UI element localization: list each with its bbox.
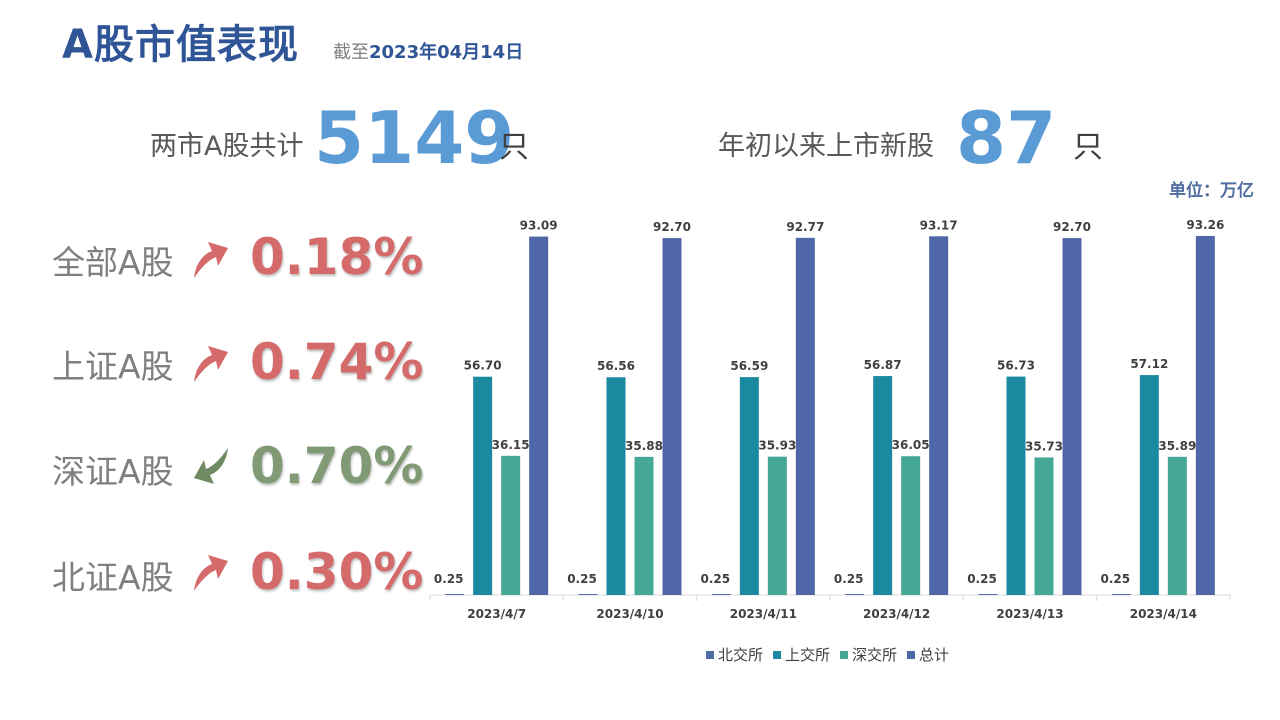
- market-label-sz: 深证A股: [52, 452, 174, 491]
- data-label: 0.25: [1101, 572, 1131, 586]
- data-label: 36.15: [492, 438, 530, 452]
- x-tick-label: 2023/4/12: [863, 607, 930, 621]
- new-listings-label: 年初以来上市新股: [718, 131, 934, 162]
- new-listings-value: 87: [956, 96, 1057, 180]
- data-label: 35.88: [625, 439, 663, 453]
- chart-legend: 北交所 上交所 深交所 总计: [706, 644, 949, 665]
- data-label: 93.26: [1186, 218, 1224, 232]
- bar: [795, 237, 815, 595]
- bar: [529, 236, 549, 595]
- market-change-all: 0.18%: [250, 228, 424, 286]
- bar: [1111, 594, 1131, 595]
- legend-swatch: [907, 650, 916, 659]
- data-label: 57.12: [1130, 357, 1168, 371]
- total-stocks-value: 5149: [314, 96, 515, 180]
- data-label: 56.87: [864, 358, 902, 372]
- market-change-sh: 0.74%: [250, 333, 424, 391]
- legend-item: 深交所: [840, 644, 897, 665]
- bar: [711, 594, 731, 595]
- legend-swatch: [840, 650, 849, 659]
- bar: [501, 455, 521, 595]
- legend-item: 北交所: [706, 644, 763, 665]
- data-label: 0.25: [834, 572, 864, 586]
- data-label: 0.25: [967, 572, 997, 586]
- legend-item: 总计: [907, 644, 949, 665]
- legend-item: 上交所: [773, 644, 830, 665]
- x-tick-label: 2023/4/13: [996, 607, 1063, 621]
- as-of-date-value: 2023年04月14日: [369, 42, 524, 63]
- bar: [662, 238, 682, 596]
- legend-label: 深交所: [852, 646, 898, 664]
- market-label-sh: 上证A股: [52, 347, 174, 386]
- bar: [845, 594, 865, 595]
- bar: [739, 377, 759, 595]
- x-tick-label: 2023/4/7: [467, 607, 526, 621]
- data-label: 0.25: [701, 572, 731, 586]
- bar: [767, 456, 787, 595]
- bar: [1062, 238, 1082, 596]
- bar: [901, 456, 921, 595]
- data-label: 35.93: [758, 439, 796, 453]
- as-of-date: 截至2023年04月14日: [333, 38, 523, 64]
- bar: [929, 236, 949, 595]
- x-tick-label: 2023/4/11: [730, 607, 797, 621]
- bar: [1006, 376, 1026, 595]
- data-label: 0.25: [434, 572, 464, 586]
- data-label: 56.70: [464, 359, 502, 373]
- market-label-bj: 北证A股: [52, 558, 174, 597]
- legend-swatch: [773, 650, 782, 659]
- as-of-prefix: 截至: [333, 42, 369, 63]
- bar: [445, 594, 465, 595]
- data-label: 56.73: [997, 359, 1035, 373]
- data-label: 36.05: [892, 438, 930, 452]
- bar: [1167, 456, 1187, 595]
- data-label: 35.73: [1025, 439, 1063, 453]
- market-change-bj: 0.30%: [250, 543, 424, 601]
- x-tick-label: 2023/4/10: [596, 607, 663, 621]
- bar: [1139, 375, 1159, 595]
- bar: [606, 377, 626, 595]
- market-label-all: 全部A股: [52, 243, 174, 282]
- unit-note: 单位：万亿: [1169, 181, 1254, 201]
- legend-label: 总计: [919, 646, 950, 664]
- data-label: 92.70: [1053, 220, 1091, 234]
- arrow-up-icon: [194, 555, 228, 591]
- legend-swatch: [706, 650, 714, 659]
- legend-label: 北交所: [718, 646, 764, 664]
- data-label: 56.59: [730, 359, 768, 373]
- x-tick-label: 2023/4/14: [1130, 607, 1197, 621]
- legend-label: 上交所: [785, 646, 831, 664]
- bar: [1034, 457, 1054, 595]
- data-label: 93.09: [520, 219, 558, 233]
- data-label: 92.70: [653, 220, 691, 234]
- bar: [473, 376, 493, 595]
- bar: [978, 594, 998, 595]
- arrow-up-icon: [194, 346, 228, 382]
- data-label: 92.77: [786, 220, 824, 234]
- total-stocks-label: 两市A股共计: [150, 131, 304, 162]
- new-listings-unit: 只: [1073, 130, 1103, 165]
- bar: [634, 456, 654, 595]
- bar: [578, 594, 598, 595]
- market-change-sz: 0.70%: [250, 437, 424, 495]
- data-label: 0.25: [567, 572, 597, 586]
- arrow-up-icon: [194, 242, 228, 278]
- data-label: 35.89: [1158, 439, 1196, 453]
- data-label: 56.56: [597, 359, 635, 373]
- bar: [1195, 235, 1215, 595]
- page-title: A股市值表现: [62, 22, 299, 68]
- total-stocks-unit: 只: [499, 130, 529, 165]
- bar: [873, 376, 893, 595]
- data-label: 93.17: [920, 218, 958, 232]
- arrow-down-icon: [194, 448, 228, 484]
